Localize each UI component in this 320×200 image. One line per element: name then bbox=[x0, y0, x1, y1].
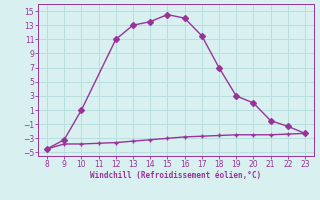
X-axis label: Windchill (Refroidissement éolien,°C): Windchill (Refroidissement éolien,°C) bbox=[91, 171, 261, 180]
